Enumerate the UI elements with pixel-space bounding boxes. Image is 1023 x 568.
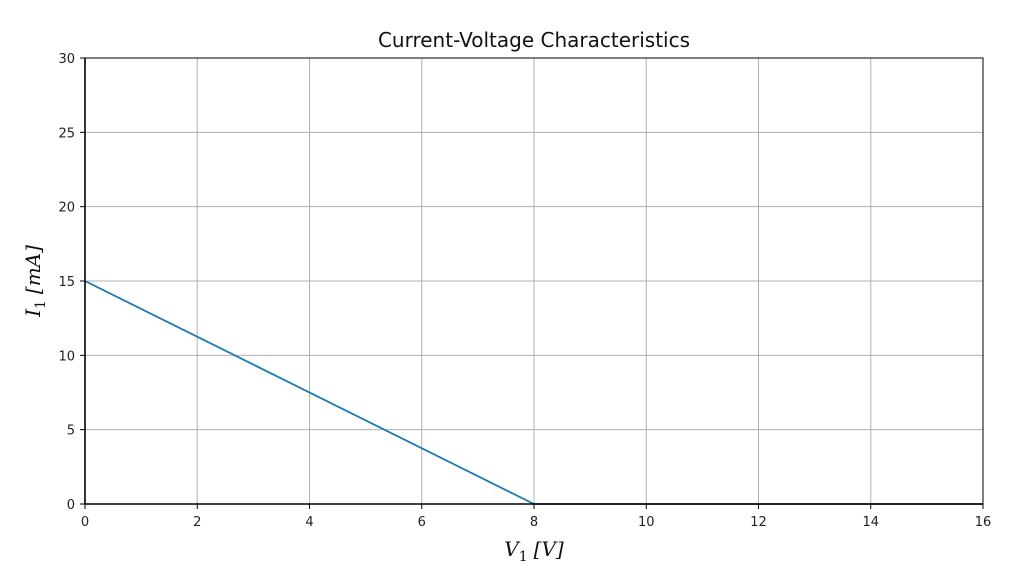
x-tick-label: 10 <box>638 515 655 530</box>
y-tick-label: 0 <box>67 498 75 513</box>
chart-title: Current-Voltage Characteristics <box>378 28 690 52</box>
x-axis-label: V1 [V] <box>504 537 564 565</box>
y-tick-label: 25 <box>58 126 75 141</box>
y-axis-label-unit: [mA] <box>21 245 45 294</box>
x-tick-label: 2 <box>193 515 201 530</box>
y-axis-label-sub: 1 <box>33 300 49 309</box>
x-tick-label: 4 <box>305 515 313 530</box>
x-tick-label: 0 <box>81 515 89 530</box>
y-tick-label: 10 <box>58 349 75 364</box>
x-axis-label-unit: [V] <box>534 537 564 561</box>
x-tick-label: 12 <box>750 515 767 530</box>
x-tick-label: 8 <box>530 515 538 530</box>
x-tick-label: 16 <box>975 515 992 530</box>
x-axis-label-sub: 1 <box>519 549 528 565</box>
y-tick-label: 5 <box>67 424 75 439</box>
y-tick-label: 20 <box>58 201 75 216</box>
x-tick-label: 6 <box>418 515 426 530</box>
y-axis-label-main: I <box>21 308 45 318</box>
x-tick-label: 14 <box>862 515 879 530</box>
ticks: 0 2 4 6 8 10 12 14 16 0 5 10 15 20 25 30 <box>58 52 991 530</box>
y-tick-label: 30 <box>58 52 75 67</box>
y-tick-label: 15 <box>58 275 75 290</box>
y-axis-label: I1 [mA] <box>21 245 49 318</box>
x-axis-label-main: V <box>504 537 521 561</box>
